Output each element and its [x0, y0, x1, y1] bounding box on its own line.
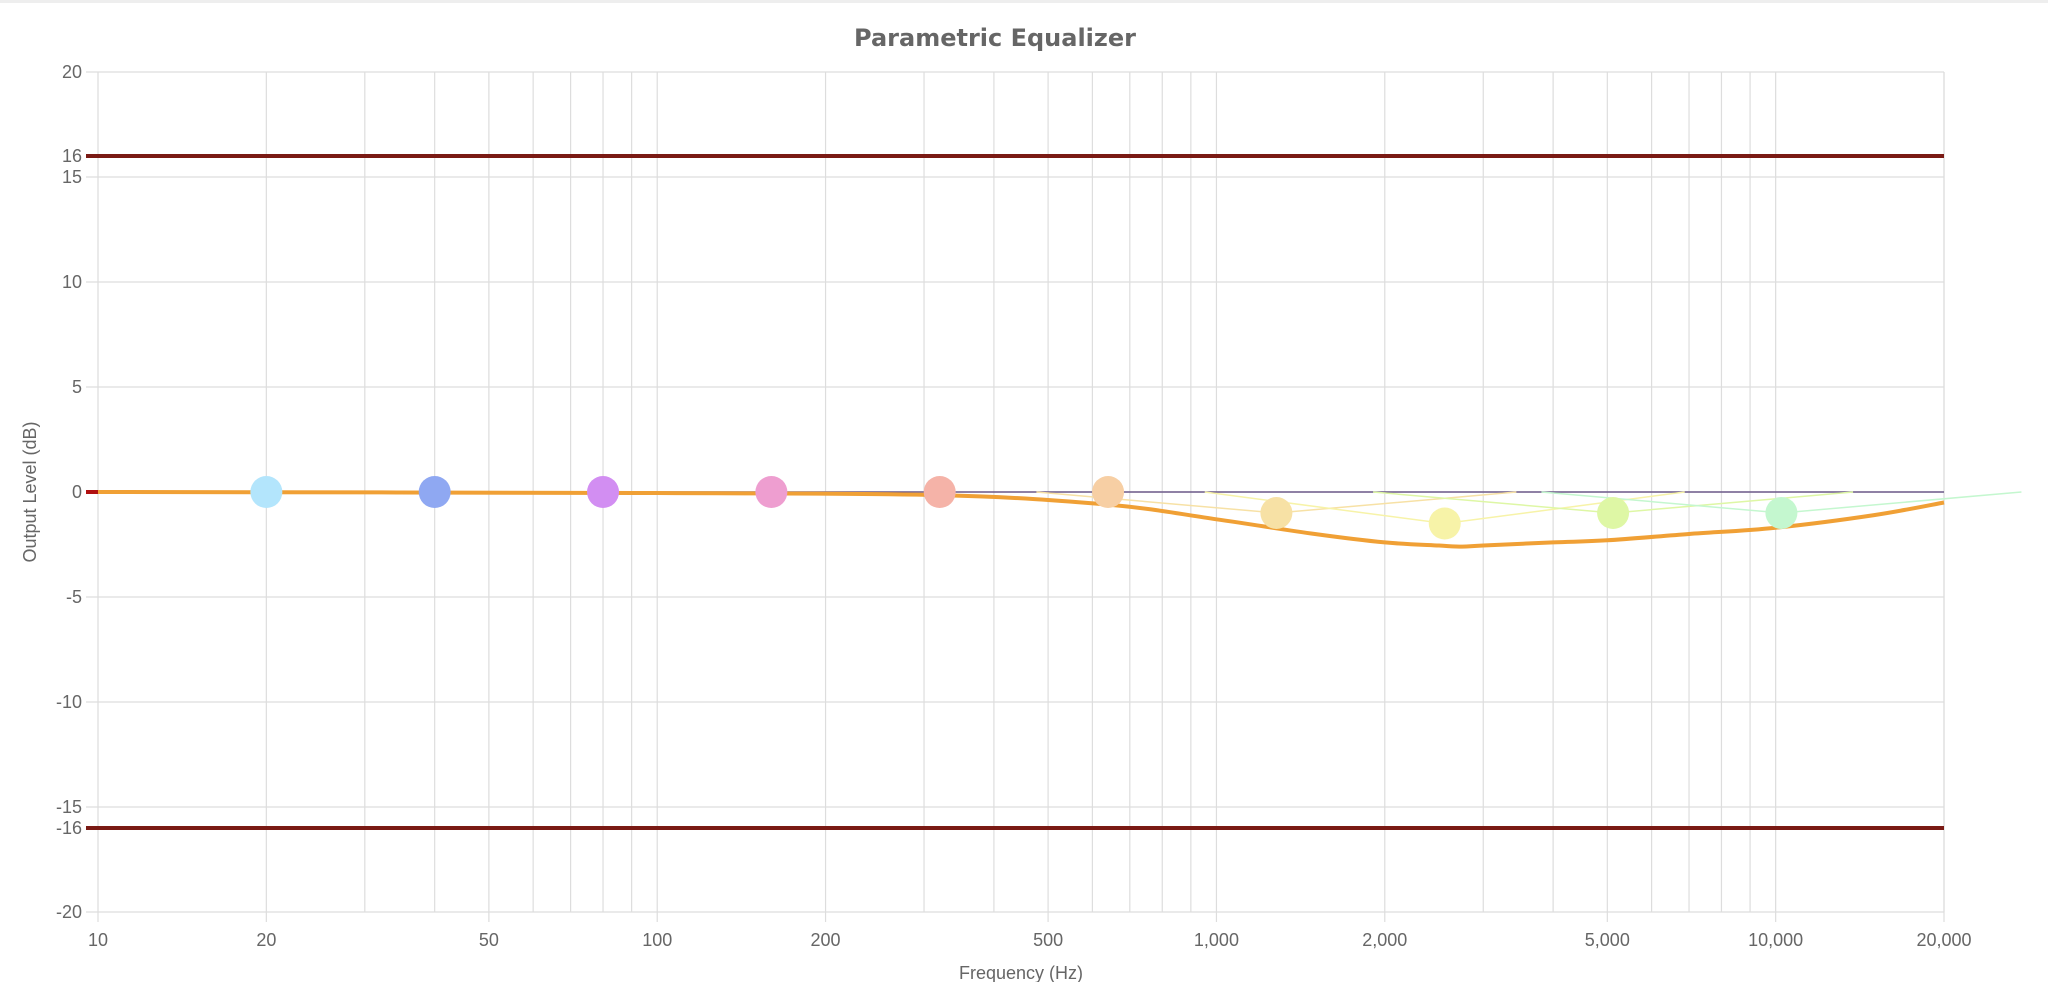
x-tick-label: 1,000	[1194, 930, 1239, 950]
y-tick-label: -10	[56, 692, 82, 712]
y-tick-label: -20	[56, 902, 82, 922]
x-tick-label: 20	[256, 930, 276, 950]
x-axis-label: Frequency (Hz)	[959, 963, 1083, 982]
x-tick-label: 100	[642, 930, 672, 950]
x-tick-label: 500	[1033, 930, 1063, 950]
band-handle[interactable]	[1092, 476, 1125, 508]
y-tick-label: -15	[56, 797, 82, 817]
y-tick-label: 15	[62, 167, 82, 187]
y-tick-label: -5	[66, 587, 82, 607]
y-tick-label: 16	[62, 146, 82, 166]
band-handle[interactable]	[1428, 507, 1461, 540]
y-axis-label: Output Level (dB)	[20, 421, 40, 562]
x-tick-label: 50	[479, 930, 499, 950]
top-border	[0, 0, 2048, 3]
x-tick-label: 20,000	[1916, 930, 1971, 950]
x-axis-ticks: 10 20 50 100 200 500 1,000 2,000 5,000 10,000 20,0…	[88, 912, 1972, 950]
y-tick-label: 0	[72, 482, 82, 502]
band-handle[interactable]	[755, 476, 788, 508]
band-handles[interactable]	[250, 476, 1798, 540]
band-handle[interactable]	[418, 476, 451, 508]
overall-response-curve	[97, 490, 1945, 549]
band-handle[interactable]	[1260, 497, 1293, 529]
band-handle[interactable]	[1597, 497, 1630, 529]
x-tick-label: 5,000	[1585, 930, 1630, 950]
x-tick-label: 200	[811, 930, 841, 950]
y-tick-label: -16	[56, 818, 82, 838]
band-handle[interactable]	[923, 476, 956, 508]
x-tick-label: 10,000	[1748, 930, 1803, 950]
band-response-lines	[98, 491, 2022, 525]
y-tick-label: 10	[62, 272, 82, 292]
x-tick-label: 2,000	[1362, 930, 1407, 950]
band-handle[interactable]	[1765, 497, 1798, 529]
x-tick-label: 10	[88, 930, 108, 950]
band-handle[interactable]	[250, 476, 283, 508]
chart-title: Parametric Equalizer	[854, 24, 1136, 52]
band-handle[interactable]	[587, 476, 620, 508]
y-tick-label: 5	[72, 377, 82, 397]
gain-limit-lines	[86, 154, 1944, 830]
y-tick-label: 20	[62, 62, 82, 82]
